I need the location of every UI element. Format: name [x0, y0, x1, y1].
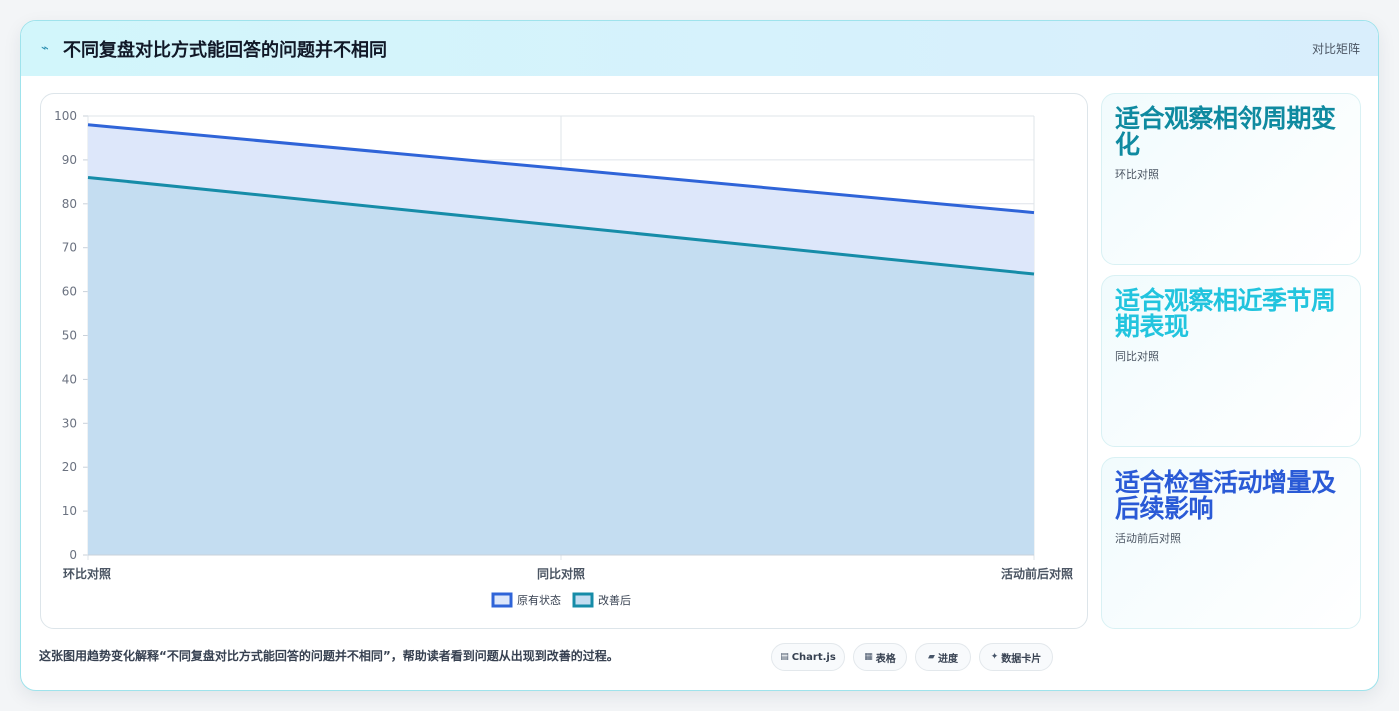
tag-progress[interactable]: ▰ 进度 — [915, 643, 971, 671]
header-badge: 对比矩阵 — [1311, 42, 1360, 56]
x-tick-label: 环比对照 — [63, 566, 111, 581]
tag-label-progress: 进度 — [937, 653, 958, 665]
y-tick-label: 100 — [54, 109, 77, 123]
comparison-card: ⌁ 不同复盘对比方式能回答的问题并不相同 对比矩阵 0 10 20 30 40 50 60 7… — [20, 20, 1379, 691]
y-tick-label: 0 — [69, 548, 77, 562]
progress-icon: ▰ — [928, 652, 935, 662]
y-tick-label: 30 — [62, 416, 77, 430]
line-chart-icon: ⌁ — [41, 41, 49, 56]
tag-label-table: 表格 — [875, 653, 896, 665]
stat-card-mom: 适合观察相邻周期变化 环比对照 — [1101, 93, 1361, 265]
stat-value-yoy: 适合观察相近季节周期表现 — [1115, 286, 1336, 341]
tag-data-card[interactable]: ✦ 数据卡片 — [979, 643, 1053, 671]
y-tick-label: 90 — [62, 153, 77, 167]
legend-swatch-0 — [491, 592, 513, 608]
y-tick-label: 60 — [62, 285, 77, 299]
legend-label-1: 改善后 — [598, 593, 631, 607]
chart-caption: 这张图用趋势变化解释“不同复盘对比方式能回答的问题并不相同”，帮助读者看到问题从… — [39, 649, 619, 663]
area-chart: 0 10 20 30 40 50 60 70 80 90 100 环比对照 同比对照 活动前后对照原有状态… — [54, 109, 1073, 608]
stat-label-yoy: 同比对照 — [1115, 350, 1159, 363]
stat-value-mom: 适合观察相邻周期变化 — [1115, 104, 1336, 159]
y-tick-label: 80 — [62, 197, 77, 211]
chart-icon: ▤ — [780, 652, 789, 662]
tag-table[interactable]: ▦ 表格 — [853, 643, 907, 671]
x-tick-label: 活动前后对照 — [1001, 566, 1073, 581]
legend-label-0: 原有状态 — [517, 593, 561, 607]
stat-card-yoy: 适合观察相近季节周期表现 同比对照 — [1101, 275, 1361, 447]
y-tick-label: 20 — [62, 460, 77, 474]
y-tick-label: 70 — [62, 241, 77, 255]
stat-label-campaign: 活动前后对照 — [1115, 532, 1181, 545]
page-title: 不同复盘对比方式能回答的问题并不相同 — [63, 40, 387, 61]
y-tick-label: 10 — [62, 504, 77, 518]
y-tick-label: 40 — [62, 372, 77, 386]
stat-label-mom: 环比对照 — [1115, 168, 1159, 181]
stat-value-campaign: 适合检查活动增量及后续影响 — [1115, 468, 1336, 523]
tag-chartjs[interactable]: ▤ Chart.js — [771, 643, 845, 671]
chart-panel: 0 10 20 30 40 50 60 70 80 90 100 环比对照 同比对照 活动前后对照原有状态… — [40, 93, 1088, 629]
table-icon: ▦ — [864, 652, 873, 662]
tag-label-chartjs: Chart.js — [791, 651, 836, 663]
series-area-1 — [88, 177, 1034, 555]
stat-card-campaign: 适合检查活动增量及后续影响 活动前后对照 — [1101, 457, 1361, 629]
legend-swatch-1 — [572, 592, 594, 608]
tag-label-data-card: 数据卡片 — [1001, 653, 1042, 665]
card-header: ⌁ 不同复盘对比方式能回答的问题并不相同 对比矩阵 — [21, 21, 1378, 76]
x-tick-label: 同比对照 — [537, 566, 585, 581]
y-tick-label: 50 — [62, 329, 77, 343]
data-card-icon: ✦ — [990, 652, 999, 662]
